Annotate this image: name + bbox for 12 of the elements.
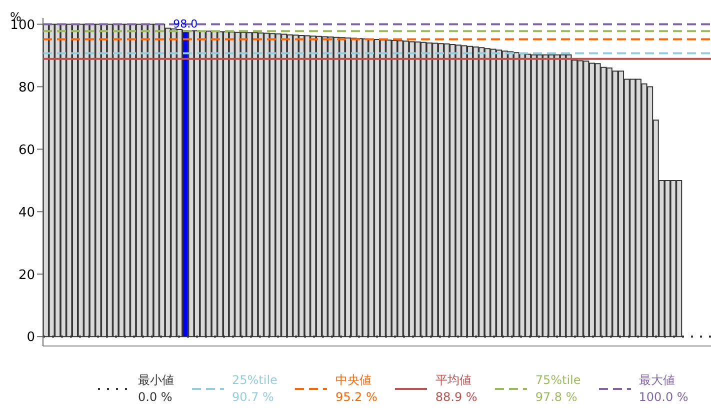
y-tick-label: 40 [18, 205, 35, 220]
y-tick-label: 0 [26, 330, 35, 346]
legend-label: 中央値 95.2 % [335, 372, 378, 406]
legend-label: 平均値 88.9 % [435, 372, 478, 406]
data-label: 98.0 [173, 17, 198, 30]
y-tick-label: 60 [18, 142, 35, 158]
y-tick-label: 20 [18, 268, 35, 283]
legend-label: 最小値 0.0 % [138, 372, 174, 406]
legend-label: 75%tile 97.8 % [535, 372, 581, 406]
legend-label: 最大値 100.0 % [638, 372, 688, 406]
y-tick-label: 80 [18, 80, 35, 96]
legend-label: 25%tile 90.7 % [232, 372, 278, 406]
